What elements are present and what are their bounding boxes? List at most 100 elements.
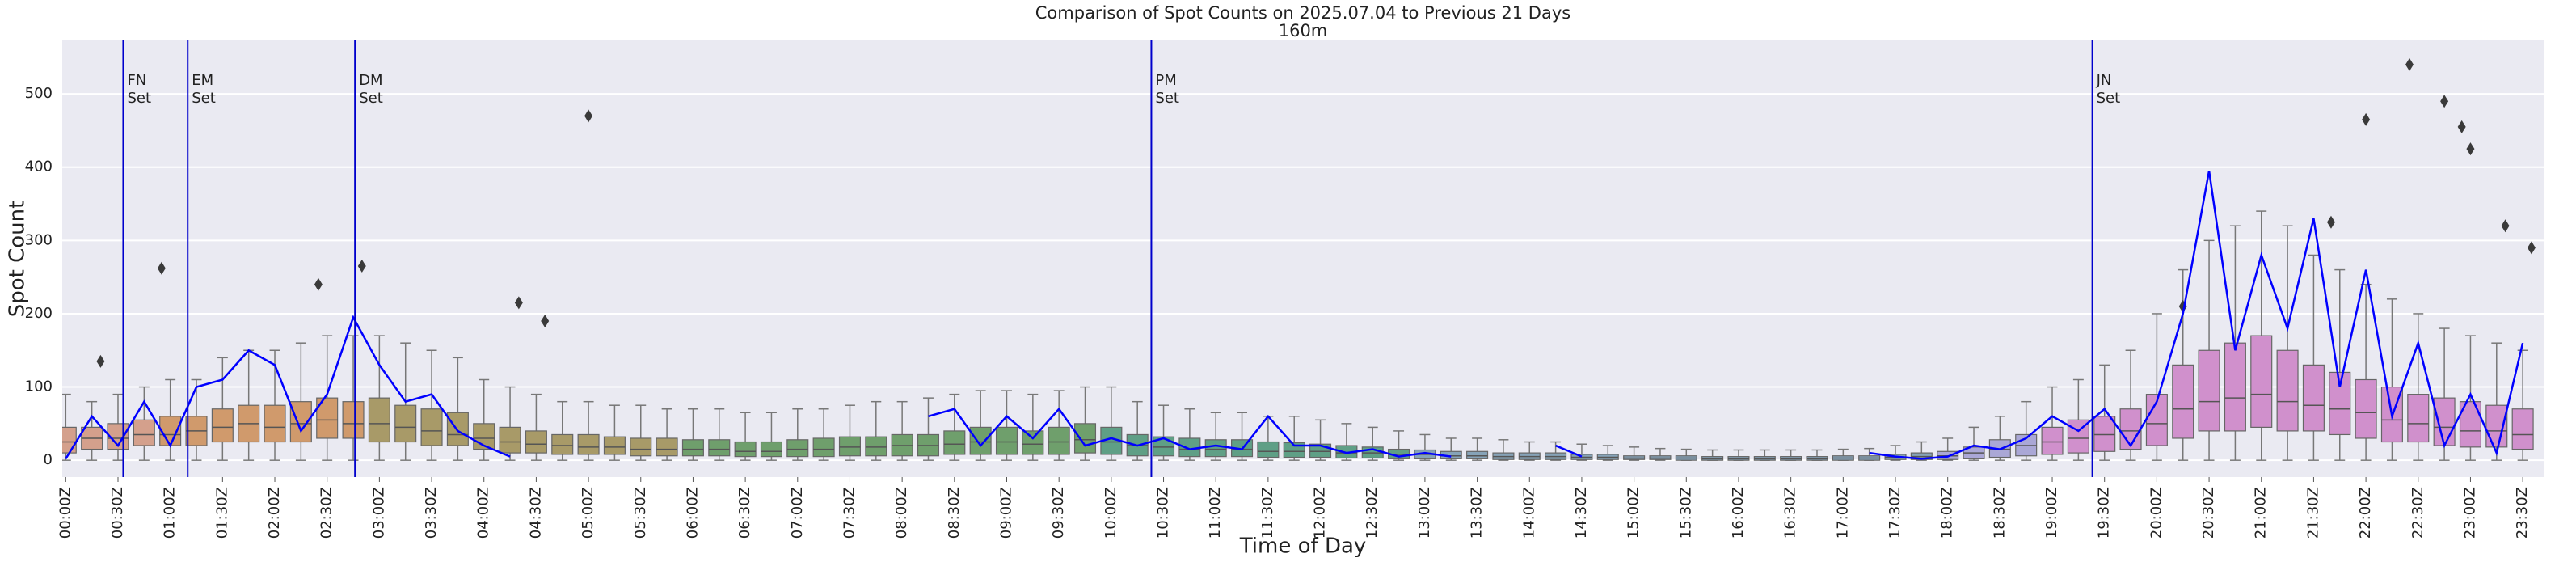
outlier — [2362, 112, 2371, 126]
box — [2302, 364, 2325, 432]
box — [342, 401, 365, 439]
x-tick-label: 05:00Z — [580, 487, 597, 539]
box — [969, 426, 992, 455]
box — [62, 426, 77, 454]
box — [995, 426, 1018, 455]
x-tick-label: 22:30Z — [2409, 487, 2426, 539]
axes: 0 100 200 300 400 500 00:00Z 00:30Z 01:00Z 01:30Z… — [25, 72, 2531, 539]
x-tick-label: 02:30Z — [318, 487, 335, 539]
outlier — [357, 260, 366, 273]
box — [1048, 426, 1070, 455]
box — [2511, 408, 2534, 450]
event-label: Set — [192, 90, 216, 107]
x-tick-label: 20:00Z — [2148, 487, 2165, 539]
box — [734, 441, 757, 458]
x-tick-label: 23:00Z — [2461, 487, 2478, 539]
outlier — [2440, 95, 2449, 108]
event-label: PM — [1155, 72, 1176, 89]
box — [420, 408, 443, 446]
box — [630, 437, 652, 457]
outlier — [314, 277, 323, 291]
x-tick-label: 06:30Z — [736, 487, 753, 539]
x-tick-label: 22:00Z — [2357, 487, 2374, 539]
box — [2198, 349, 2220, 432]
x-tick-label: 20:30Z — [2200, 487, 2217, 539]
x-tick-label: 11:00Z — [1207, 487, 1224, 539]
box — [499, 426, 521, 454]
box — [551, 433, 574, 455]
box — [211, 408, 234, 443]
x-tick-label: 08:00Z — [893, 487, 910, 539]
x-tick-label: 12:00Z — [1312, 487, 1329, 539]
box — [264, 404, 286, 443]
plot — [62, 40, 2536, 477]
x-tick-label: 18:30Z — [1991, 487, 2008, 539]
x-tick-label: 06:00Z — [684, 487, 701, 539]
box — [133, 419, 155, 446]
x-axis-title: Time of Day — [1239, 535, 1367, 559]
box — [394, 404, 417, 443]
box — [2433, 397, 2456, 446]
x-tick-label: 10:30Z — [1155, 487, 1172, 539]
x-tick-label: 04:30Z — [527, 487, 544, 539]
chart-title: Comparison of Spot Counts on 2025.07.04 … — [1035, 3, 1570, 23]
box — [681, 439, 704, 457]
event-label: Set — [2097, 90, 2121, 107]
outlier — [96, 354, 105, 368]
x-tick-label: 21:30Z — [2304, 487, 2321, 539]
event-label: FN — [127, 72, 146, 89]
box — [2041, 426, 2064, 455]
box — [577, 433, 600, 455]
box — [708, 439, 731, 457]
box — [1257, 441, 1280, 458]
box — [446, 412, 469, 446]
box — [812, 437, 835, 458]
x-tick-label: 10:00Z — [1102, 487, 1119, 539]
y-axis-title: Spot Count — [6, 201, 30, 318]
x-tick-label: 19:30Z — [2096, 487, 2113, 539]
box — [656, 437, 678, 457]
x-tick-label: 03:30Z — [423, 487, 440, 539]
box — [2355, 378, 2377, 439]
event-label: Set — [1155, 90, 1179, 107]
x-tick-label: 21:00Z — [2253, 487, 2270, 539]
outlier — [2527, 241, 2536, 255]
y-tick-label: 400 — [25, 158, 53, 175]
box — [1204, 439, 1227, 458]
y-tick-label: 100 — [25, 378, 53, 395]
x-tick-label: 07:30Z — [841, 487, 858, 539]
y-tick-label: 0 — [44, 451, 53, 468]
box — [865, 436, 887, 457]
x-tick-label: 07:00Z — [789, 487, 806, 539]
x-tick-label: 00:00Z — [57, 487, 74, 539]
x-tick-label: 12:30Z — [1364, 487, 1381, 539]
outlier — [2405, 57, 2414, 71]
x-tick-label: 01:30Z — [213, 487, 230, 539]
box — [1466, 450, 1489, 459]
x-tick-label: 04:00Z — [475, 487, 492, 539]
box — [2119, 408, 2142, 450]
x-tick-label: 23:30Z — [2514, 487, 2531, 539]
outlier — [2326, 215, 2335, 229]
y-tick-label: 300 — [25, 231, 53, 248]
box — [2407, 394, 2430, 443]
x-tick-label: 11:30Z — [1259, 487, 1276, 539]
x-tick-label: 01:00Z — [162, 487, 179, 539]
outlier — [2457, 120, 2466, 133]
outlier — [514, 296, 523, 310]
outlier — [157, 261, 166, 275]
box — [2276, 349, 2299, 432]
x-tick-label: 15:30Z — [1677, 487, 1694, 539]
x-tick-label: 14:00Z — [1520, 487, 1537, 539]
x-tick-label: 00:30Z — [109, 487, 126, 539]
x-tick-label: 13:00Z — [1416, 487, 1433, 539]
box — [2485, 404, 2508, 448]
box — [2250, 335, 2273, 428]
event-label: DM — [359, 72, 382, 89]
x-tick-label: 18:00Z — [1939, 487, 1956, 539]
box — [368, 397, 390, 443]
event-label: JN — [2096, 72, 2112, 89]
day-line — [65, 171, 2524, 460]
x-tick-label: 13:30Z — [1469, 487, 1486, 539]
